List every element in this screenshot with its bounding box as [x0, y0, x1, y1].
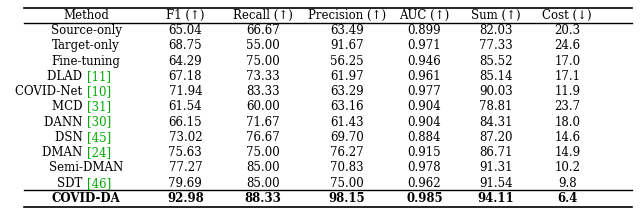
- Text: DANN: DANN: [44, 116, 86, 129]
- Text: [45]: [45]: [87, 131, 111, 144]
- Text: F1 (↑): F1 (↑): [166, 9, 205, 22]
- Text: 78.81: 78.81: [479, 100, 513, 113]
- Text: 75.00: 75.00: [246, 54, 280, 68]
- Text: 92.98: 92.98: [167, 192, 204, 205]
- Text: 0.946: 0.946: [408, 54, 441, 68]
- Text: Sum (↑): Sum (↑): [471, 9, 520, 22]
- Text: 83.33: 83.33: [246, 85, 280, 98]
- Text: 98.15: 98.15: [328, 192, 365, 205]
- Text: 85.52: 85.52: [479, 54, 513, 68]
- Text: 75.63: 75.63: [168, 146, 202, 159]
- Text: 88.33: 88.33: [244, 192, 282, 205]
- Text: 77.33: 77.33: [479, 39, 513, 52]
- Text: 6.4: 6.4: [557, 192, 577, 205]
- Text: 63.29: 63.29: [330, 85, 364, 98]
- Text: [46]: [46]: [87, 177, 111, 190]
- Text: [11]: [11]: [87, 70, 111, 83]
- Text: Source-only: Source-only: [51, 24, 122, 37]
- Text: Recall (↑): Recall (↑): [233, 9, 293, 22]
- Text: 75.00: 75.00: [246, 146, 280, 159]
- Text: 0.884: 0.884: [408, 131, 441, 144]
- Text: 86.71: 86.71: [479, 146, 513, 159]
- Text: 65.04: 65.04: [168, 24, 202, 37]
- Text: 73.02: 73.02: [168, 131, 202, 144]
- Text: 82.03: 82.03: [479, 24, 513, 37]
- Text: 0.978: 0.978: [408, 161, 441, 174]
- Text: 0.904: 0.904: [408, 100, 441, 113]
- Text: 85.00: 85.00: [246, 177, 280, 190]
- Text: 91.31: 91.31: [479, 161, 513, 174]
- Text: 69.70: 69.70: [330, 131, 364, 144]
- Text: 73.33: 73.33: [246, 70, 280, 83]
- Text: 20.3: 20.3: [554, 24, 580, 37]
- Text: 71.67: 71.67: [246, 116, 280, 129]
- Text: 17.0: 17.0: [554, 54, 580, 68]
- Text: 0.961: 0.961: [408, 70, 441, 83]
- Text: 79.69: 79.69: [168, 177, 202, 190]
- Text: Semi-DMAN: Semi-DMAN: [49, 161, 123, 174]
- Text: 63.49: 63.49: [330, 24, 364, 37]
- Text: 77.27: 77.27: [168, 161, 202, 174]
- Text: 0.977: 0.977: [408, 85, 441, 98]
- Text: 85.14: 85.14: [479, 70, 513, 83]
- Text: DSN: DSN: [54, 131, 86, 144]
- Text: COVID-Net: COVID-Net: [15, 85, 86, 98]
- Text: AUC (↑): AUC (↑): [399, 9, 449, 22]
- Text: 84.31: 84.31: [479, 116, 513, 129]
- Text: 0.962: 0.962: [408, 177, 441, 190]
- Text: COVID-DA: COVID-DA: [52, 192, 120, 205]
- Text: 60.00: 60.00: [246, 100, 280, 113]
- Text: [24]: [24]: [87, 146, 111, 159]
- Text: DMAN: DMAN: [42, 146, 86, 159]
- Text: 85.00: 85.00: [246, 161, 280, 174]
- Text: 61.54: 61.54: [168, 100, 202, 113]
- Text: 66.67: 66.67: [246, 24, 280, 37]
- Text: 76.67: 76.67: [246, 131, 280, 144]
- Text: 10.2: 10.2: [554, 161, 580, 174]
- Text: 55.00: 55.00: [246, 39, 280, 52]
- Text: 17.1: 17.1: [554, 70, 580, 83]
- Text: 70.83: 70.83: [330, 161, 364, 174]
- Text: 87.20: 87.20: [479, 131, 513, 144]
- Text: 14.9: 14.9: [554, 146, 580, 159]
- Text: 91.54: 91.54: [479, 177, 513, 190]
- Text: [10]: [10]: [87, 85, 111, 98]
- Text: MCD: MCD: [52, 100, 86, 113]
- Text: DLAD: DLAD: [47, 70, 86, 83]
- Text: 0.899: 0.899: [408, 24, 441, 37]
- Text: 91.67: 91.67: [330, 39, 364, 52]
- Text: 63.16: 63.16: [330, 100, 364, 113]
- Text: 64.29: 64.29: [168, 54, 202, 68]
- Text: Precision (↑): Precision (↑): [308, 9, 386, 22]
- Text: 75.00: 75.00: [330, 177, 364, 190]
- Text: Cost (↓): Cost (↓): [542, 9, 592, 22]
- Text: SDT: SDT: [57, 177, 86, 190]
- Text: 9.8: 9.8: [558, 177, 577, 190]
- Text: 76.27: 76.27: [330, 146, 364, 159]
- Text: 90.03: 90.03: [479, 85, 513, 98]
- Text: 67.18: 67.18: [168, 70, 202, 83]
- Text: 71.94: 71.94: [168, 85, 202, 98]
- Text: 24.6: 24.6: [554, 39, 580, 52]
- Text: 14.6: 14.6: [554, 131, 580, 144]
- Text: 0.971: 0.971: [408, 39, 441, 52]
- Text: 0.915: 0.915: [408, 146, 441, 159]
- Text: 68.75: 68.75: [168, 39, 202, 52]
- Text: 66.15: 66.15: [168, 116, 202, 129]
- Text: Fine-tuning: Fine-tuning: [52, 54, 120, 68]
- Text: 23.7: 23.7: [554, 100, 580, 113]
- Text: [31]: [31]: [87, 100, 111, 113]
- Text: 94.11: 94.11: [477, 192, 514, 205]
- Text: 56.25: 56.25: [330, 54, 364, 68]
- Text: [30]: [30]: [87, 116, 111, 129]
- Text: Target-only: Target-only: [52, 39, 120, 52]
- Text: 61.97: 61.97: [330, 70, 364, 83]
- Text: 0.904: 0.904: [408, 116, 441, 129]
- Text: 0.985: 0.985: [406, 192, 443, 205]
- Text: 18.0: 18.0: [554, 116, 580, 129]
- Text: 11.9: 11.9: [554, 85, 580, 98]
- Text: 61.43: 61.43: [330, 116, 364, 129]
- Text: Method: Method: [63, 9, 109, 22]
